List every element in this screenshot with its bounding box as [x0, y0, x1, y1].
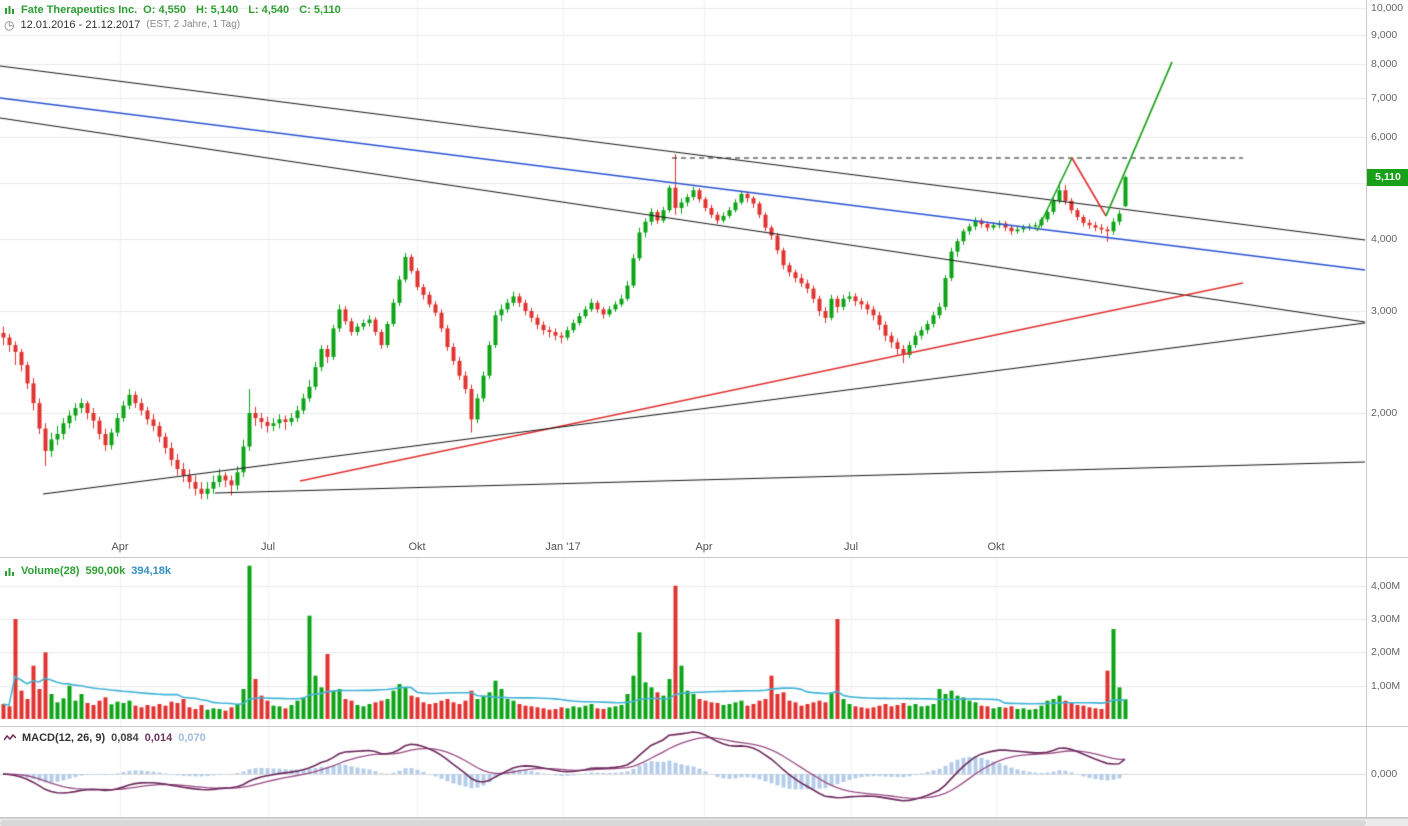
volume-panel: Volume(28) 590,00k 394,18k [0, 558, 1366, 726]
main-chart-legend: Fate Therapeutics Inc. O: 4,550 H: 5,140… [4, 3, 345, 17]
volume-ma-value: 394,18k [131, 565, 172, 577]
price-axis[interactable]: 5,110 10,000 9,000 8,000 7,000 6,000 4,000 3,0… [1366, 0, 1408, 826]
main-chart-panel: Fate Therapeutics Inc. O: 4,550 H: 5,140… [0, 0, 1366, 557]
price-axis-label: 8,000 [1371, 58, 1398, 71]
candlestick-icon [4, 5, 15, 16]
time-axis-label: Apr [111, 541, 129, 553]
volume-icon [4, 566, 15, 577]
price-axis-label: 2,000 [1371, 407, 1398, 419]
timeframe-info: (EST, 2 Jahre, 1 Tag) [146, 19, 241, 30]
macd-icon [4, 733, 16, 743]
close-label: C: [299, 4, 311, 16]
macd-value: 0,084 [111, 732, 139, 744]
macd-panel: MACD(12, 26, 9) 0,084 0,014 0,070 [0, 727, 1366, 817]
time-axis-label: Jul [260, 541, 276, 553]
close-value: 5,110 [313, 4, 341, 16]
low-value: 4,540 [261, 4, 290, 16]
price-canvas[interactable] [0, 0, 1366, 557]
date-range-legend: ◷ 12.01.2016 - 21.12.2017 (EST, 2 Jahre,… [4, 18, 240, 32]
panel-divider[interactable] [0, 557, 1408, 558]
volume-legend: Volume(28) 590,00k 394,18k [4, 564, 171, 578]
high-label: H: [195, 4, 208, 16]
price-axis-label: 9,000 [1371, 28, 1398, 41]
volume-axis-label: 3,00M [1371, 613, 1401, 625]
price-axis-label: 10,000 [1371, 2, 1404, 15]
time-axis-label: Okt [408, 541, 426, 553]
time-axis-label: Jan '17 [545, 541, 581, 553]
instrument-name[interactable]: Fate Therapeutics Inc. [21, 4, 138, 16]
price-axis-label: 6,000 [1371, 130, 1398, 143]
volume-axis-label: 1,00M [1371, 679, 1401, 692]
open-value: 4,550 [158, 4, 186, 16]
clock-icon: ◷ [4, 18, 15, 32]
volume-current-value: 590,00k [85, 565, 126, 577]
volume-label[interactable]: Volume(28) [21, 565, 80, 577]
date-range: 12.01.2016 - 21.12.2017 [20, 19, 141, 31]
volume-axis-label: 2,00M [1371, 646, 1401, 659]
volume-canvas[interactable] [0, 558, 1366, 726]
low-label: L: [248, 4, 259, 16]
price-axis-label: 7,000 [1371, 91, 1398, 104]
macd-canvas[interactable] [0, 727, 1366, 817]
macd-histogram-value: 0,070 [178, 732, 206, 744]
price-axis-label: 3,000 [1371, 305, 1398, 318]
time-axis-label: Okt [987, 541, 1005, 553]
price-axis-label: 4,000 [1371, 232, 1398, 245]
time-axis-label: Jul [843, 541, 859, 553]
open-label: O: [143, 4, 156, 16]
macd-label[interactable]: MACD(12, 26, 9) [22, 732, 106, 744]
horizontal-scrollbar[interactable] [0, 818, 1408, 826]
panel-divider[interactable] [0, 726, 1408, 727]
time-axis-label: Apr [695, 541, 713, 553]
high-value: 5,140 [210, 4, 239, 16]
current-price-badge: 5,110 [1367, 169, 1408, 187]
scrollbar-thumb[interactable] [0, 820, 1366, 826]
macd-axis-label: 0,000 [1371, 768, 1398, 780]
panel-divider [0, 817, 1408, 818]
macd-signal-value: 0,014 [144, 732, 173, 744]
macd-legend: MACD(12, 26, 9) 0,084 0,014 0,070 [4, 731, 206, 745]
volume-axis-label: 4,00M [1371, 579, 1401, 592]
